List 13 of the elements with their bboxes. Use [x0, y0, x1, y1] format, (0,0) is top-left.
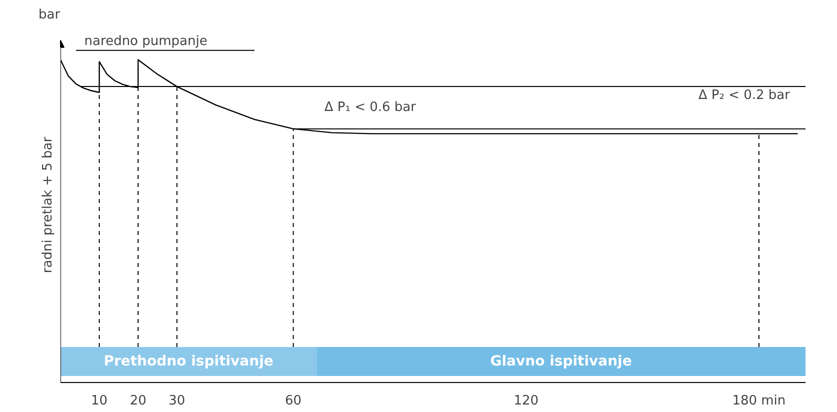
x-tick-label: 180 min	[732, 394, 786, 408]
x-tick-label: 10	[91, 394, 108, 408]
y-axis-title: radni pretlak + 5 bar	[40, 136, 56, 274]
x-tick-label: 30	[168, 394, 186, 408]
text: bar	[38, 8, 61, 22]
x-tick-label: 20	[130, 394, 146, 408]
x-tick-label: 120	[514, 394, 539, 408]
annotation: Δ P₁ < 0.6 bar	[324, 100, 417, 116]
band-label: Glavno ispitivanje	[490, 354, 632, 370]
annotation: naredno pumpanje	[84, 34, 208, 49]
band-label: Prethodno ispitivanje	[104, 354, 274, 370]
annotation: Δ P₂ < 0.2 bar	[698, 88, 791, 104]
x-tick-label: 60	[285, 394, 302, 408]
